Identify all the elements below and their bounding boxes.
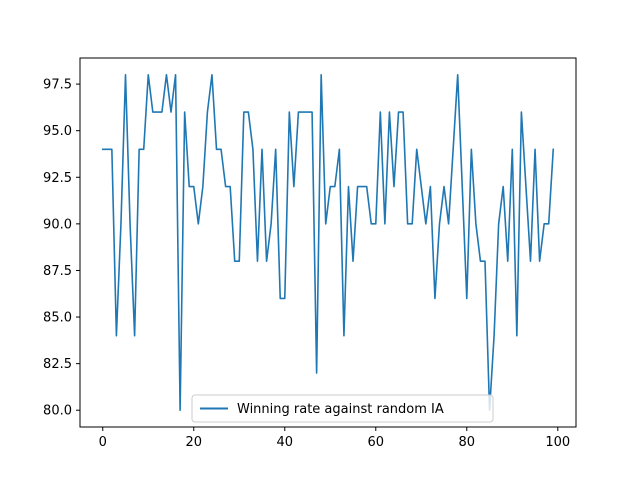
y-tick-label: 80.0 — [43, 404, 72, 419]
legend: Winning rate against random IA — [191, 394, 494, 423]
x-axis-ticks: 0 20 40 60 80 100 — [99, 427, 570, 450]
y-tick-label: 85.0 — [43, 311, 72, 326]
x-tick-label: 100 — [545, 435, 570, 450]
x-tick-label: 60 — [368, 435, 385, 450]
x-tick-label: 80 — [459, 435, 476, 450]
axes-frame — [79, 57, 577, 428]
series-line — [101, 73, 555, 412]
x-tick-label: 0 — [99, 435, 107, 450]
y-tick-label: 87.5 — [43, 264, 72, 279]
y-axis-ticks: 80.0 82.5 85.0 87.5 90.0 92.5 95.0 97.5 — [43, 78, 80, 419]
plot-area — [101, 73, 555, 412]
y-tick-label: 92.5 — [43, 171, 72, 186]
y-tick-label: 97.5 — [43, 78, 72, 93]
y-tick-label: 90.0 — [43, 217, 72, 232]
x-tick-label: 20 — [185, 435, 202, 450]
legend-label: Winning rate against random IA — [237, 402, 444, 417]
y-tick-label: 95.0 — [43, 124, 72, 139]
y-tick-label: 82.5 — [43, 357, 72, 372]
x-tick-label: 40 — [276, 435, 293, 450]
legend-box — [191, 394, 494, 423]
